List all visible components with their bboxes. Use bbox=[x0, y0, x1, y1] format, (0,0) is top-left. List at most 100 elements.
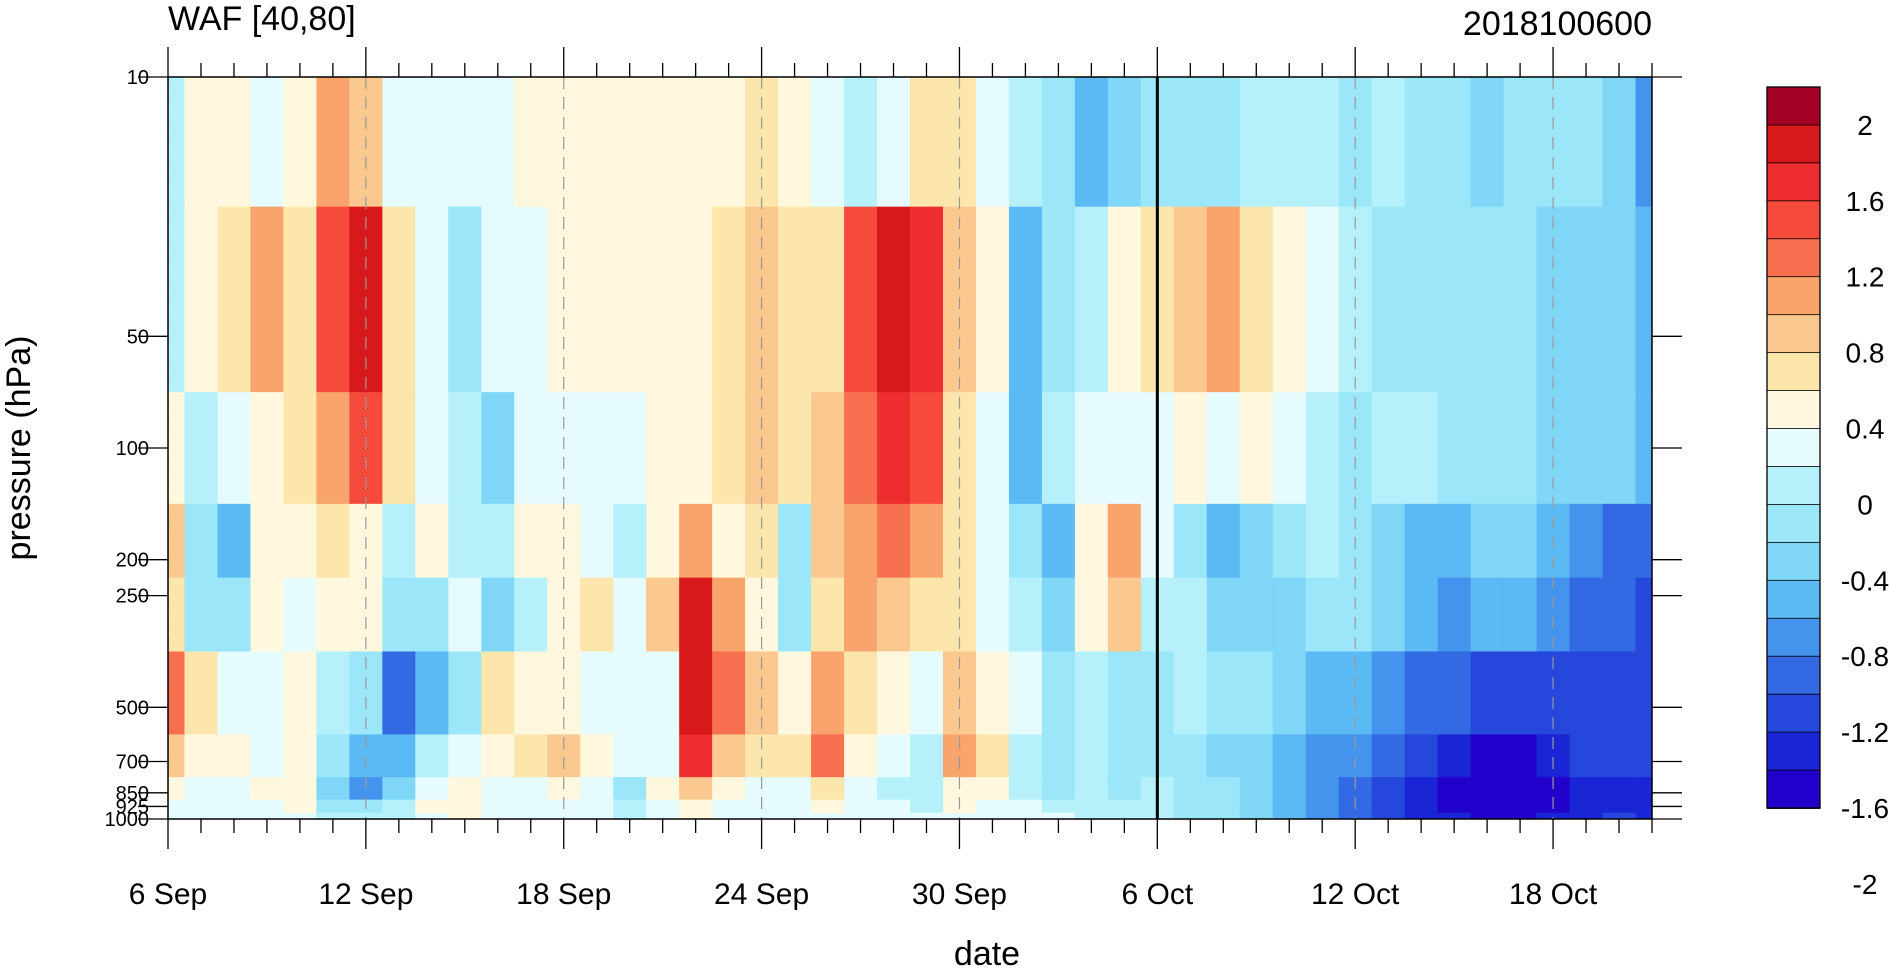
heatmap-cell bbox=[514, 206, 548, 393]
heatmap-cell bbox=[283, 206, 317, 393]
heatmap-cell bbox=[1305, 651, 1340, 736]
heatmap-cell bbox=[975, 812, 1010, 819]
heatmap-cell bbox=[1569, 77, 1604, 208]
heatmap-cell bbox=[1008, 812, 1043, 819]
chart-subtitle: 2018100600 bbox=[1463, 5, 1652, 43]
heatmap-cell bbox=[910, 577, 944, 653]
heatmap-cell bbox=[877, 799, 911, 814]
heatmap-cell bbox=[910, 812, 944, 819]
heatmap-cell bbox=[844, 503, 878, 579]
x-tick-label: 24 Sep bbox=[714, 878, 809, 911]
x-tick-label: 18 Oct bbox=[1509, 878, 1598, 911]
heatmap-cell bbox=[184, 392, 219, 505]
heatmap-cell bbox=[1371, 651, 1406, 736]
heatmap-cell bbox=[942, 812, 977, 819]
heatmap-cell bbox=[679, 77, 713, 208]
heatmap-cell bbox=[1173, 77, 1208, 208]
heatmap-cell bbox=[679, 577, 713, 653]
heatmap-cell bbox=[877, 812, 911, 819]
heatmap-cell bbox=[580, 77, 614, 208]
heatmap-cell bbox=[316, 392, 350, 505]
heatmap-cell bbox=[1437, 799, 1472, 814]
heatmap-cell bbox=[1470, 206, 1505, 393]
heatmap-cell bbox=[1173, 392, 1208, 505]
heatmap-cell bbox=[844, 392, 878, 505]
heatmap-cell bbox=[1305, 77, 1340, 208]
heatmap-cell bbox=[613, 206, 647, 393]
heatmap-cell bbox=[811, 799, 845, 814]
heatmap-cell bbox=[1008, 799, 1043, 814]
colorbar-swatch bbox=[1766, 86, 1821, 126]
heatmap-cell bbox=[481, 734, 515, 778]
heatmap-cell bbox=[1569, 812, 1604, 819]
heatmap-cell bbox=[1503, 206, 1538, 393]
heatmap-cell bbox=[415, 577, 449, 653]
colorbar-label: 0.8 bbox=[1846, 338, 1885, 369]
heatmap-cell bbox=[613, 812, 647, 819]
heatmap-cell bbox=[1008, 503, 1043, 579]
heatmap-cell bbox=[1206, 777, 1241, 801]
heatmap-cell bbox=[1404, 812, 1439, 819]
heatmap-cell bbox=[1635, 734, 1652, 778]
heatmap-cell bbox=[1635, 651, 1652, 736]
heatmap-cell bbox=[168, 734, 186, 778]
heatmap-cell bbox=[580, 799, 614, 814]
heatmap-cell bbox=[1206, 812, 1241, 819]
heatmap-cell bbox=[877, 392, 911, 505]
heatmap-cell bbox=[811, 577, 845, 653]
heatmap-cell bbox=[745, 812, 779, 819]
heatmap-cell bbox=[382, 77, 416, 208]
heatmap-cell bbox=[217, 812, 252, 819]
heatmap-cell bbox=[316, 812, 350, 819]
heatmap-cell bbox=[1635, 812, 1652, 819]
heatmap-cell bbox=[1305, 503, 1340, 579]
heatmap-cell bbox=[712, 777, 746, 801]
heatmap-cell bbox=[316, 799, 350, 814]
heatmap-cell bbox=[316, 777, 350, 801]
heatmap-cell bbox=[184, 503, 219, 579]
heatmap-cell bbox=[1173, 734, 1208, 778]
heatmap-cell bbox=[1569, 651, 1604, 736]
heatmap-cell bbox=[1371, 577, 1406, 653]
heatmap-cell bbox=[646, 734, 680, 778]
heatmap-cell bbox=[184, 77, 219, 208]
heatmap-cell bbox=[1569, 206, 1604, 393]
heatmap-cell bbox=[778, 777, 812, 801]
heatmap-cell bbox=[1602, 734, 1637, 778]
heatmap-cell bbox=[1635, 503, 1652, 579]
heatmap-cell bbox=[580, 577, 614, 653]
heatmap-cell bbox=[547, 812, 581, 819]
y-tick-label: 50 bbox=[127, 326, 149, 348]
heatmap-cell bbox=[415, 206, 449, 393]
x-tick-label: 30 Sep bbox=[912, 878, 1007, 911]
heatmap-cell bbox=[778, 77, 812, 208]
heatmap-cell bbox=[217, 392, 252, 505]
heatmap-cell bbox=[844, 651, 878, 736]
y-tick-label: 100 bbox=[116, 438, 149, 460]
y-tick-label: 850 bbox=[116, 783, 149, 805]
heatmap-cell bbox=[1437, 77, 1472, 208]
heatmap-cell bbox=[1569, 777, 1604, 801]
heatmap-cell bbox=[481, 206, 515, 393]
heatmap-cell bbox=[217, 577, 252, 653]
heatmap-cell bbox=[184, 206, 219, 393]
heatmap-cell bbox=[1041, 206, 1076, 393]
heatmap-cell bbox=[415, 812, 449, 819]
heatmap-cell bbox=[1371, 799, 1406, 814]
heatmap-cell bbox=[1503, 777, 1538, 801]
heatmap-cell bbox=[1404, 651, 1439, 736]
heatmap-cell bbox=[1041, 392, 1076, 505]
heatmap-cell bbox=[679, 206, 713, 393]
heatmap-cell bbox=[1272, 503, 1307, 579]
heatmap-cell bbox=[168, 577, 186, 653]
heatmap-cell bbox=[1272, 206, 1307, 393]
heatmap-cell bbox=[844, 777, 878, 801]
heatmap-cell bbox=[613, 503, 647, 579]
heatmap-cell bbox=[1404, 392, 1439, 505]
y-tick-label: 700 bbox=[116, 752, 149, 774]
heatmap-cell bbox=[1503, 812, 1538, 819]
heatmap-cell bbox=[613, 577, 647, 653]
heatmap-cell bbox=[1305, 777, 1340, 801]
heatmap-cell bbox=[1437, 734, 1472, 778]
heatmap-cell bbox=[712, 577, 746, 653]
